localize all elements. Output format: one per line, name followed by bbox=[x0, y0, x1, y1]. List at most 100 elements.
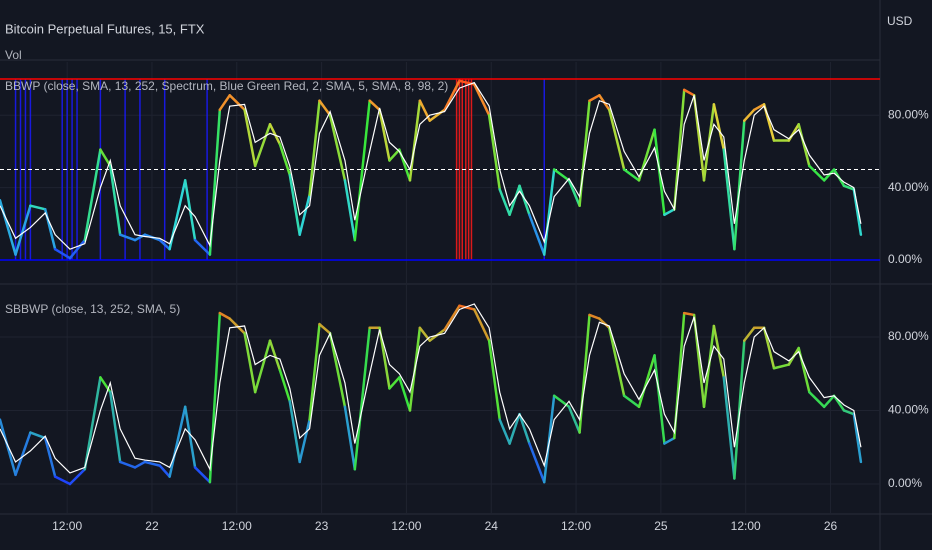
bbwp-segment bbox=[487, 339, 501, 421]
bbwp-segment bbox=[808, 164, 826, 182]
bbwp-segment bbox=[498, 418, 511, 445]
x-tick-label: 12:00 bbox=[52, 519, 82, 533]
bbwp-segment bbox=[118, 460, 137, 469]
bbwp-segment bbox=[822, 394, 836, 409]
bbwp-segment bbox=[567, 405, 581, 434]
bbwp-segment bbox=[243, 108, 257, 168]
chart-title: Bitcoin Perpetual Futures, 15, FTX bbox=[5, 21, 205, 36]
x-tick-label: 22 bbox=[145, 519, 159, 533]
bbwp-segment bbox=[608, 108, 626, 171]
bbwp-segment bbox=[218, 311, 231, 320]
bbwp-segment bbox=[298, 418, 311, 464]
bbwp-segment bbox=[528, 442, 546, 484]
y-tick-label: 0.00% bbox=[888, 476, 922, 490]
bbwp-segment bbox=[608, 326, 626, 398]
bbwp-segment bbox=[109, 164, 122, 236]
x-tick-label: 12:00 bbox=[391, 519, 421, 533]
x-tick-label: 26 bbox=[824, 519, 838, 533]
ma-line bbox=[0, 303, 862, 474]
bbwp-segment bbox=[622, 168, 641, 182]
bbwp-segment bbox=[408, 99, 422, 182]
bbwp-segment bbox=[518, 184, 531, 217]
bbwp-segment bbox=[543, 168, 556, 256]
bbwp-segment bbox=[822, 168, 836, 182]
bbwp-segment bbox=[99, 376, 112, 394]
bbwp-segment bbox=[567, 179, 581, 207]
y-tick-label: 40.00% bbox=[888, 403, 929, 417]
bbwp-segment bbox=[663, 208, 676, 217]
bbwp-segment bbox=[353, 99, 371, 242]
x-tick-label: 24 bbox=[485, 519, 499, 533]
bbwp-segment bbox=[832, 394, 846, 412]
x-tick-label: 12:00 bbox=[561, 519, 591, 533]
bbwp-segment bbox=[808, 390, 826, 409]
bbwp-segment bbox=[663, 436, 676, 445]
bbwp-segment bbox=[83, 148, 102, 242]
bbwp-segment bbox=[518, 412, 531, 445]
pane bbox=[0, 62, 880, 283]
bbwp-segment bbox=[193, 238, 212, 256]
bbwp-segment bbox=[388, 376, 401, 390]
bbwp-segment bbox=[722, 148, 736, 251]
bbwp-segment bbox=[158, 464, 171, 478]
bbwp-segment bbox=[308, 99, 321, 197]
bbwp-segment bbox=[168, 405, 187, 478]
bbwp-segment bbox=[43, 436, 57, 478]
bbwp-segment bbox=[508, 412, 521, 445]
bbwp-segment bbox=[53, 475, 72, 486]
bbwp-segment bbox=[378, 108, 391, 162]
y-tick-label: 40.00% bbox=[888, 180, 929, 194]
y-tick-label: 0.00% bbox=[888, 252, 922, 266]
y-tick-label: 80.00% bbox=[888, 329, 929, 343]
bbwp-segment bbox=[443, 304, 461, 331]
bbwp-segment bbox=[253, 123, 272, 168]
bbwp-segment bbox=[852, 188, 863, 236]
bbwp-segment bbox=[368, 99, 381, 112]
bbwp-segment bbox=[722, 376, 736, 480]
bbwp-segment bbox=[473, 308, 491, 342]
bbwp-segment bbox=[99, 148, 112, 168]
bbwp-segment bbox=[308, 322, 321, 421]
bbwp-segment bbox=[762, 326, 776, 370]
bbwp-segment bbox=[268, 339, 282, 372]
bbwp-segment bbox=[288, 173, 301, 236]
bbwp-segment bbox=[733, 119, 746, 251]
bbwp-segment bbox=[743, 326, 756, 342]
bbwp-segment bbox=[68, 238, 87, 260]
bbwp-segment bbox=[328, 113, 347, 182]
bbwp-segment bbox=[637, 354, 656, 409]
bbwp-segment bbox=[14, 431, 32, 477]
bbwp-segment bbox=[298, 193, 311, 236]
bbwp-segment bbox=[343, 405, 357, 471]
bbwp-segment bbox=[278, 142, 292, 177]
bbwp-segment bbox=[543, 394, 556, 484]
bbwp-segment bbox=[83, 376, 102, 471]
bbwp-segment bbox=[458, 304, 476, 311]
bbwp-segment bbox=[487, 113, 501, 191]
bbwp-segment bbox=[328, 332, 347, 409]
bbwp-segment bbox=[842, 409, 856, 416]
bbwp-segment bbox=[733, 339, 746, 480]
bbwp-segment bbox=[797, 123, 811, 168]
bbwp-segment bbox=[218, 94, 231, 112]
bbwp-segment bbox=[473, 83, 491, 117]
bbwp-segment bbox=[552, 168, 571, 182]
x-tick-label: 12:00 bbox=[731, 519, 761, 533]
bbwp-segment bbox=[343, 179, 357, 242]
bbwp-segment bbox=[0, 199, 17, 256]
bbwp-segment bbox=[29, 431, 47, 440]
pane-title: SBBWP (close, 13, 252, SMA, 5) bbox=[5, 302, 180, 316]
bbwp-segment bbox=[712, 103, 726, 151]
bbwp-segment bbox=[14, 204, 32, 256]
bbwp-segment bbox=[228, 317, 246, 335]
bbwp-segment bbox=[53, 247, 72, 260]
pane bbox=[0, 285, 880, 513]
bbwp-segment bbox=[842, 184, 856, 191]
bbwp-segment bbox=[29, 204, 47, 211]
pane-title: BBWP (close, SMA, 13, 252, Spectrum, Blu… bbox=[5, 79, 448, 93]
bbwp-segment bbox=[253, 339, 272, 394]
bbwp-segment bbox=[183, 179, 197, 242]
bbwp-segment bbox=[772, 363, 791, 370]
bbwp-segment bbox=[752, 103, 766, 112]
